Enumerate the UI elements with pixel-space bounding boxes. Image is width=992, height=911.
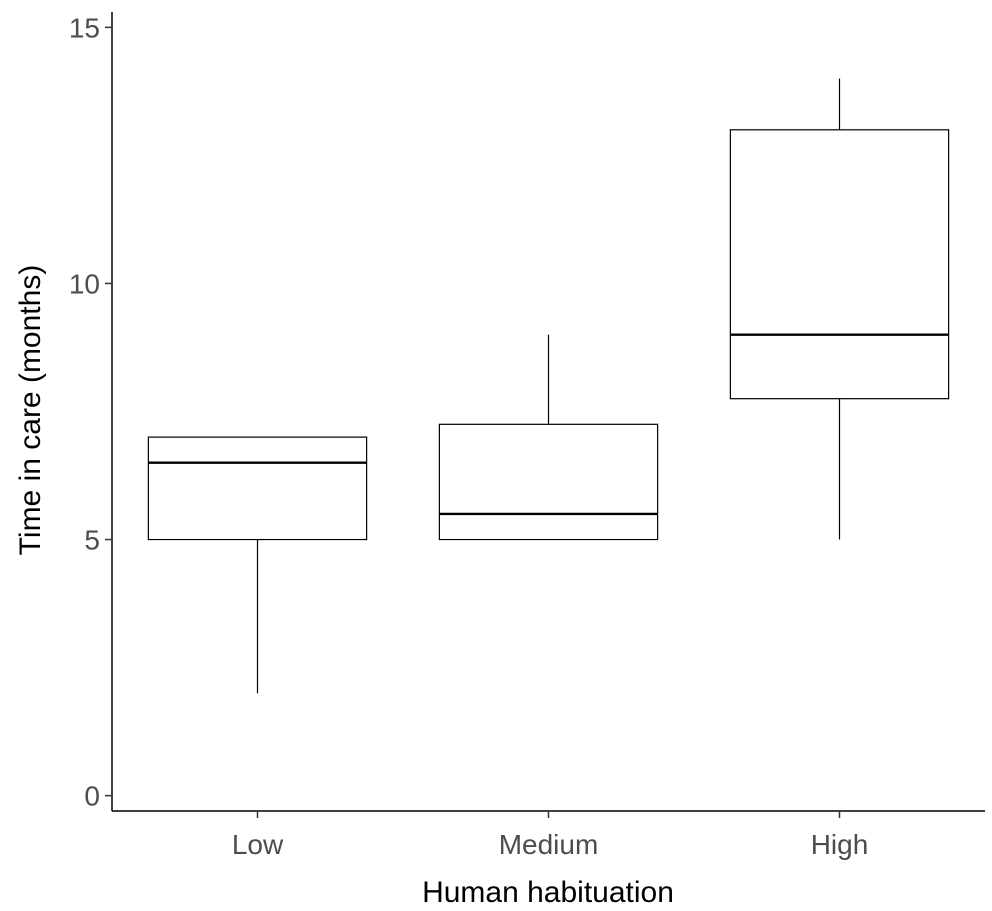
box-low xyxy=(147,436,368,694)
box-medium xyxy=(438,334,659,541)
x-tick-label: Medium xyxy=(499,829,599,860)
y-tick-label: 15 xyxy=(69,12,100,43)
box-iqr xyxy=(438,423,659,541)
x-axis: Low Medium High xyxy=(112,810,985,860)
y-axis: 0 5 10 15 xyxy=(69,12,113,812)
box-iqr xyxy=(729,129,950,400)
x-tick-label: High xyxy=(811,829,869,860)
x-tick-label: Low xyxy=(232,829,284,860)
box-iqr xyxy=(147,436,368,541)
y-tick-label: 5 xyxy=(84,525,100,556)
y-tick-label: 10 xyxy=(69,268,100,299)
y-tick-label: 0 xyxy=(84,781,100,812)
x-axis-title: Human habituation xyxy=(422,876,674,909)
box-high xyxy=(729,78,950,540)
y-axis-title: Time in care (months) xyxy=(14,265,47,556)
boxes xyxy=(147,78,950,694)
